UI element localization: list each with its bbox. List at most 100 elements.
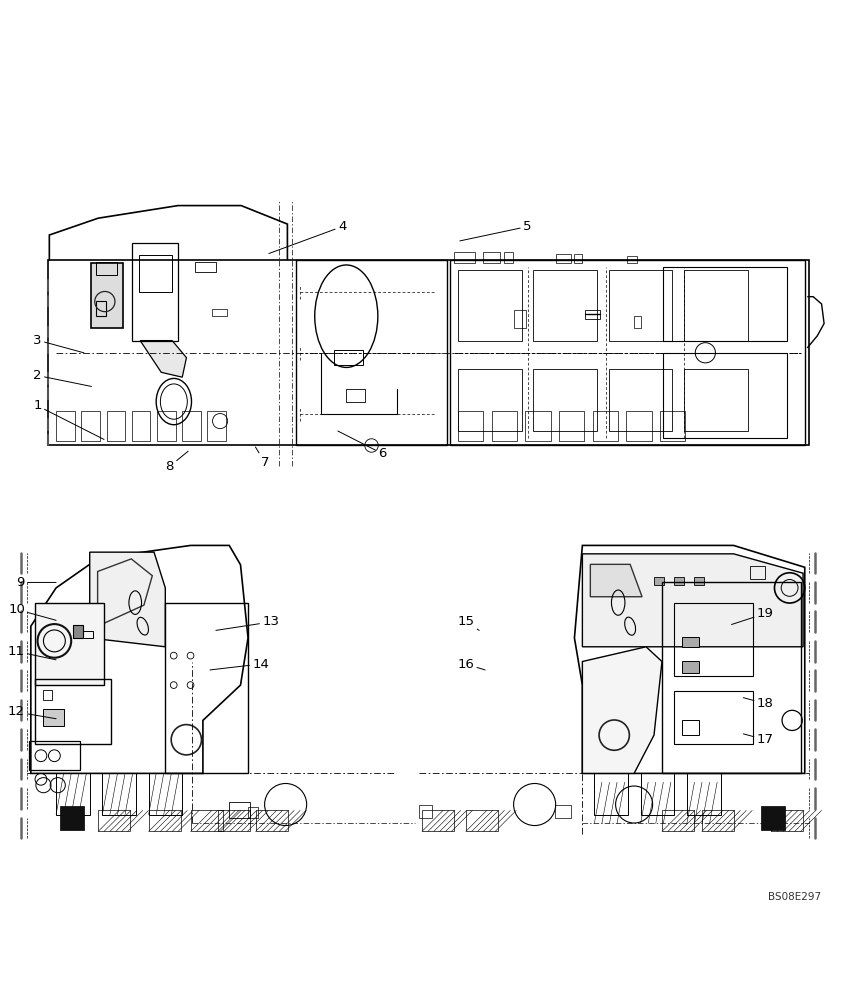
Bar: [35, 679, 111, 744]
Text: 8: 8: [165, 451, 188, 473]
Bar: [195, 262, 216, 272]
Bar: [95, 262, 116, 275]
Bar: [106, 411, 125, 441]
Bar: [83, 631, 93, 638]
Bar: [30, 741, 79, 770]
Text: 2: 2: [33, 369, 91, 386]
Text: 13: 13: [216, 615, 279, 630]
Text: 5: 5: [460, 220, 532, 241]
Polygon shape: [590, 564, 642, 597]
Bar: [505, 252, 513, 263]
Bar: [230, 802, 251, 818]
Bar: [458, 411, 484, 441]
Bar: [627, 256, 637, 263]
Bar: [594, 773, 628, 815]
Bar: [533, 270, 598, 341]
Text: 18: 18: [744, 697, 774, 710]
Bar: [626, 411, 652, 441]
Bar: [73, 625, 83, 638]
Bar: [526, 411, 550, 441]
Bar: [492, 411, 517, 441]
Bar: [450, 260, 805, 445]
Bar: [248, 807, 258, 818]
Bar: [556, 254, 571, 263]
Bar: [674, 577, 684, 585]
Bar: [663, 353, 787, 438]
Bar: [212, 309, 227, 316]
Bar: [674, 603, 754, 676]
Bar: [660, 411, 685, 441]
Bar: [102, 773, 136, 815]
Bar: [98, 810, 130, 831]
Bar: [95, 301, 106, 316]
Bar: [295, 260, 447, 445]
Bar: [609, 270, 673, 341]
Bar: [694, 577, 704, 585]
Text: 17: 17: [744, 733, 774, 746]
Bar: [132, 243, 178, 341]
Bar: [641, 773, 674, 815]
Bar: [674, 691, 754, 744]
Bar: [555, 805, 571, 818]
Bar: [35, 603, 104, 685]
Bar: [682, 720, 699, 735]
Bar: [662, 582, 801, 773]
Bar: [138, 255, 172, 292]
Text: 10: 10: [8, 603, 56, 620]
Bar: [684, 270, 748, 341]
Text: 9: 9: [17, 576, 56, 589]
Bar: [454, 252, 475, 263]
Bar: [191, 810, 223, 831]
Bar: [218, 810, 250, 831]
Bar: [422, 810, 454, 831]
Bar: [81, 411, 100, 441]
Bar: [592, 411, 618, 441]
Text: 15: 15: [457, 615, 479, 630]
Bar: [182, 411, 201, 441]
Text: 4: 4: [269, 220, 346, 254]
Bar: [43, 709, 64, 726]
Bar: [609, 369, 673, 431]
Bar: [585, 310, 600, 319]
Bar: [684, 369, 748, 431]
Bar: [574, 254, 582, 263]
Bar: [132, 411, 150, 441]
Bar: [771, 810, 803, 831]
Bar: [56, 773, 89, 815]
Bar: [663, 267, 787, 341]
Bar: [559, 411, 584, 441]
Bar: [419, 805, 432, 818]
Text: 14: 14: [210, 658, 269, 671]
Bar: [514, 310, 527, 328]
Text: BS08E297: BS08E297: [768, 892, 821, 902]
Bar: [165, 603, 248, 773]
Bar: [60, 806, 84, 830]
Text: 12: 12: [8, 705, 56, 719]
Polygon shape: [140, 341, 187, 377]
Bar: [662, 810, 694, 831]
Bar: [749, 566, 765, 579]
Bar: [682, 661, 699, 673]
Text: 6: 6: [338, 431, 387, 460]
Text: 1: 1: [33, 399, 104, 439]
Bar: [533, 369, 598, 431]
Polygon shape: [582, 647, 662, 773]
Bar: [458, 369, 522, 431]
Text: 3: 3: [33, 334, 84, 353]
Bar: [256, 810, 288, 831]
Bar: [701, 810, 733, 831]
Bar: [333, 350, 363, 365]
Bar: [654, 577, 664, 585]
Polygon shape: [89, 552, 165, 647]
Bar: [682, 637, 699, 647]
Bar: [635, 316, 641, 328]
Bar: [346, 389, 365, 402]
Bar: [466, 810, 498, 831]
Bar: [43, 690, 51, 700]
Bar: [761, 806, 785, 830]
Bar: [56, 411, 74, 441]
Bar: [458, 270, 522, 341]
Bar: [91, 263, 123, 328]
Text: 16: 16: [457, 658, 485, 671]
Text: 19: 19: [732, 607, 774, 625]
